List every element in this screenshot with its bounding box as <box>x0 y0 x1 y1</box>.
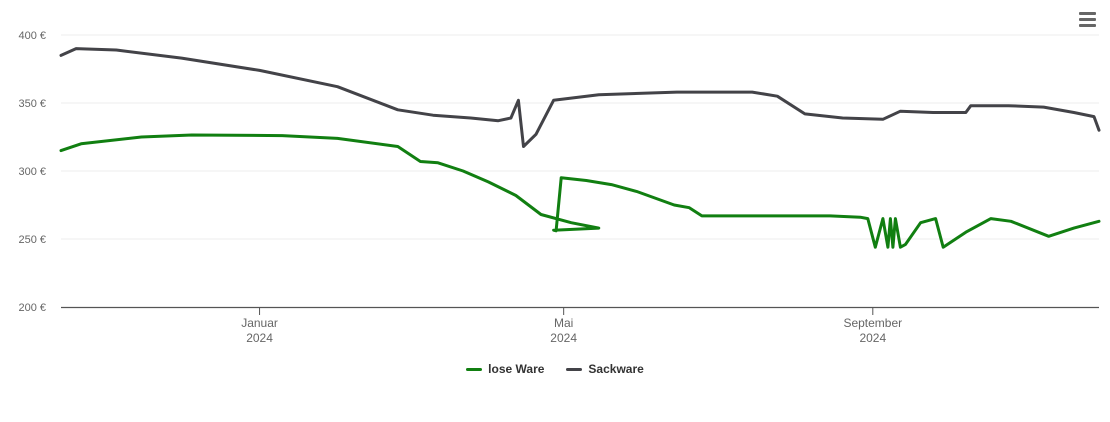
legend-swatch-sackware <box>566 367 583 371</box>
legend: lose Ware Sackware <box>0 362 1110 376</box>
x-tick-label: September <box>843 316 902 330</box>
legend-label: Sackware <box>588 362 644 376</box>
y-tick-label: 200 € <box>18 302 46 314</box>
menu-bar <box>1079 24 1096 27</box>
y-tick-label: 250 € <box>18 234 46 246</box>
y-tick-label: 400 € <box>18 30 46 42</box>
legend-item-sackware[interactable]: Sackware <box>566 362 644 376</box>
x-tick-label: Januar <box>241 316 278 330</box>
grid-lines <box>61 34 1099 240</box>
x-tick-year: 2024 <box>550 331 577 345</box>
series-lines <box>59 47 1101 249</box>
y-tick-label: 350 € <box>18 98 46 110</box>
legend-item-lose-ware[interactable]: lose Ware <box>466 362 544 376</box>
y-tick-label: 300 € <box>18 166 46 178</box>
hamburger-menu-icon[interactable] <box>1078 12 1098 30</box>
x-tick-year: 2024 <box>859 331 886 345</box>
y-axis-labels: 200 € 250 € 300 € 350 € 400 € <box>18 30 46 314</box>
series-line-lose-ware <box>59 133 1101 249</box>
series-line-sackware <box>59 47 1101 148</box>
price-chart: 200 €250 €300 €350 €400 € Januar2024Mai2… <box>18 30 1101 345</box>
legend-swatch-lose-ware <box>466 367 483 371</box>
menu-bar <box>1079 18 1096 21</box>
x-tick-year: 2024 <box>246 331 273 345</box>
menu-bar <box>1079 12 1096 15</box>
legend-label: lose Ware <box>488 362 545 376</box>
x-tick-label: Mai <box>554 316 573 330</box>
